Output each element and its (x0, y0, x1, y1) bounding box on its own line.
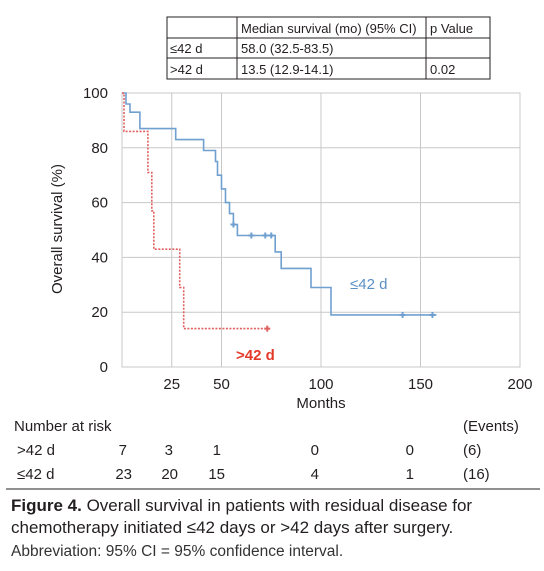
risk-table: Number at risk (Events) >42 d ≤42 d 7 3 … (14, 418, 519, 483)
risk-events-header: (Events) (463, 418, 519, 435)
series-line-le42 (122, 92, 437, 316)
risk-table-title: Number at risk (14, 418, 112, 435)
risk-events: (16) (463, 466, 490, 483)
x-tick-label: 100 (308, 376, 333, 393)
table-header-pvalue: p Value (430, 21, 473, 36)
y-tick-label: 60 (91, 195, 108, 212)
survival-figure: Median survival (mo) (95% CI) p Value ≤4… (6, 16, 540, 490)
risk-count: 20 (161, 466, 178, 483)
y-tick-label: 80 (91, 140, 108, 157)
risk-count: 4 (311, 466, 319, 483)
table-row-label: >42 d (170, 62, 203, 77)
figure-label: Figure 4. (11, 496, 82, 515)
x-tick-label: 50 (213, 376, 230, 393)
risk-count: 0 (311, 442, 319, 459)
risk-row-label: ≤42 d (17, 466, 54, 483)
risk-count: 23 (115, 466, 132, 483)
risk-count: 15 (208, 466, 225, 483)
gridlines (122, 92, 521, 367)
y-tick-labels: 0 20 40 60 80 100 (83, 85, 108, 376)
risk-count: 1 (213, 442, 221, 459)
risk-count: 3 (165, 442, 173, 459)
x-axis-label: Months (296, 395, 345, 412)
risk-count: 0 (406, 442, 414, 459)
x-tick-label: 150 (408, 376, 433, 393)
y-tick-label: 40 (91, 249, 108, 266)
risk-count: 7 (119, 442, 127, 459)
summary-table: Median survival (mo) (95% CI) p Value ≤4… (166, 16, 491, 80)
table-row-label: ≤42 d (170, 41, 202, 56)
annotation-le42: ≤42 d (350, 276, 387, 293)
plot-area: 0 20 40 60 80 100 25 50 100 150 200 Overall survi… (49, 85, 533, 412)
annotation-gt42: >42 d (236, 347, 275, 364)
risk-row-label: >42 d (17, 442, 55, 459)
x-tick-labels: 25 50 100 150 200 (163, 376, 532, 393)
y-tick-label: 0 (100, 359, 108, 376)
y-tick-label: 20 (91, 304, 108, 321)
abbreviation-note: Abbreviation: 95% CI = 95% confidence in… (11, 543, 344, 560)
risk-events: (6) (463, 442, 481, 459)
table-row-median: 13.5 (12.9-14.1) (241, 62, 334, 77)
figure-caption: Figure 4. Overall survival in patients w… (11, 495, 541, 539)
x-tick-label: 200 (507, 376, 532, 393)
table-header-survival: Median survival (mo) (95% CI) (241, 21, 417, 36)
y-axis-label: Overall survival (%) (49, 164, 66, 294)
series-line-gt42 (122, 92, 268, 330)
caption-text: Overall survival in patients with residu… (11, 496, 473, 537)
risk-count: 1 (406, 466, 414, 483)
x-tick-label: 25 (163, 376, 180, 393)
table-row-pvalue: 0.02 (430, 62, 455, 77)
table-row-median: 58.0 (32.5-83.5) (241, 41, 334, 56)
y-tick-label: 100 (83, 85, 108, 102)
survival-curves (122, 92, 437, 332)
